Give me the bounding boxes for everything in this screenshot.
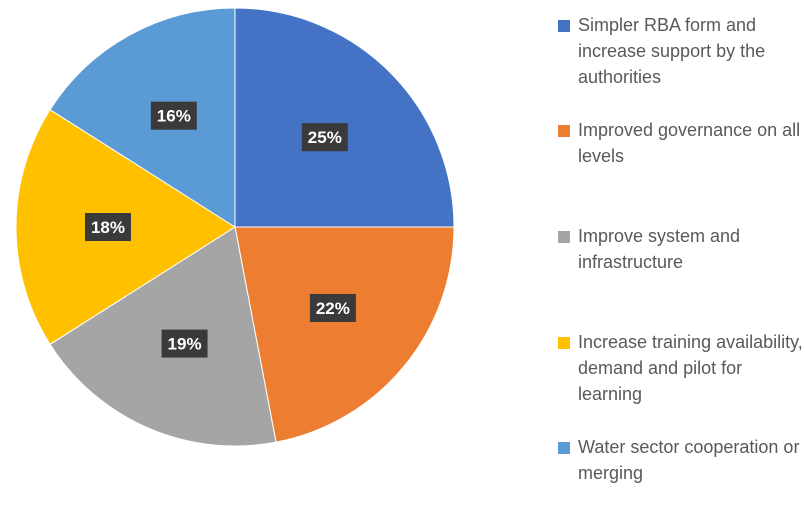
data-label-text: 18%: [91, 218, 125, 237]
legend-label-improve-system: Improve system and infrastructure: [578, 226, 741, 272]
data-label-improved-governance: 22%: [309, 293, 356, 322]
data-label-water-sector: 16%: [150, 101, 197, 130]
data-label-simpler-rba: 25%: [301, 123, 348, 152]
data-label-box: [84, 213, 131, 241]
data-label-text: 22%: [316, 299, 350, 318]
data-label-increase-training: 18%: [84, 213, 131, 241]
legend-swatch-water-sector: [558, 442, 570, 454]
data-label-box: [301, 123, 348, 152]
data-label-improve-system: 19%: [161, 329, 208, 358]
pie-chart: 25% 22% 19% 18% 16%: [15, 7, 455, 447]
legend-label-simpler-rba: Simpler RBA form and increase support by…: [578, 15, 766, 87]
legend-swatch-improve-system: [558, 231, 570, 243]
data-label-text: 16%: [157, 107, 191, 126]
data-label-box: [161, 329, 208, 358]
legend-swatch-simpler-rba: [558, 20, 570, 32]
data-label-text: 25%: [308, 128, 342, 147]
pie-slice-improved-governance: [234, 226, 455, 443]
data-label-text: 19%: [168, 335, 202, 354]
legend-swatch-improved-governance: [558, 125, 570, 137]
pie-slice-simpler-rba: [234, 7, 455, 228]
data-label-box: [150, 101, 197, 130]
legend-label-water-sector: Water sector cooperation or merging: [578, 437, 800, 483]
legend-label-increase-training: Increase training availability, demand a…: [578, 332, 803, 404]
legend-label-improved-governance: Improved governance on all levels: [578, 120, 801, 166]
pie-slice-water-sector: [49, 7, 236, 228]
legend-swatch-increase-training: [558, 337, 570, 349]
data-label-box: [309, 293, 356, 322]
